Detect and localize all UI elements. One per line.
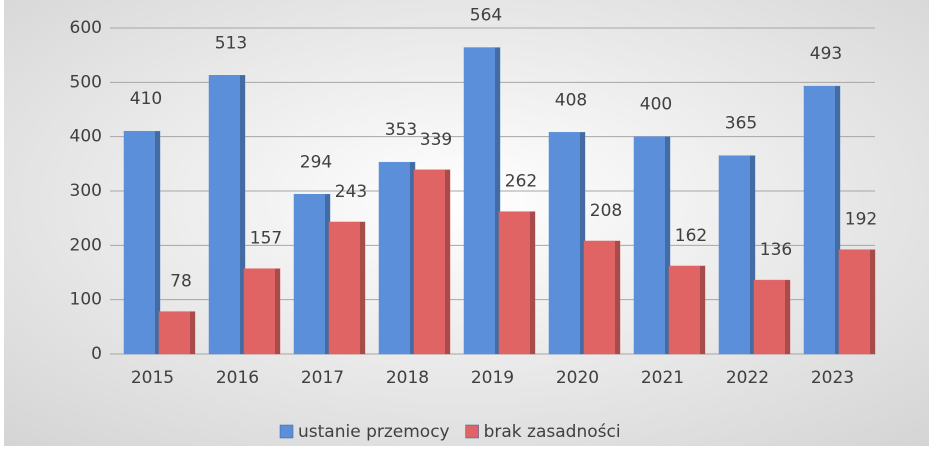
data-label: 262 <box>505 172 537 192</box>
bar <box>753 279 791 355</box>
data-label: 294 <box>300 152 332 172</box>
data-label: 410 <box>130 89 162 109</box>
y-tick-label: 500 <box>70 72 102 92</box>
y-tick-label: 600 <box>70 18 102 38</box>
data-label: 162 <box>675 226 707 246</box>
bar <box>803 85 841 355</box>
x-tick-label: 2020 <box>556 368 599 388</box>
bar <box>123 130 161 355</box>
bar-side <box>275 268 280 354</box>
bar <box>463 47 501 355</box>
bar <box>243 268 281 355</box>
y-tick-label: 0 <box>91 344 102 364</box>
y-tick-label: 400 <box>70 127 102 147</box>
data-label: 339 <box>420 130 452 150</box>
bar-side <box>580 132 585 354</box>
data-label: 78 <box>170 272 192 292</box>
y-tick-label: 200 <box>70 235 102 255</box>
bar-side <box>155 131 160 354</box>
x-tick-label: 2016 <box>216 368 259 388</box>
bar-side <box>410 162 415 354</box>
bar <box>633 136 671 355</box>
x-tick-label: 2022 <box>726 368 769 388</box>
bar-side <box>750 155 755 354</box>
legend-label: ustanie przemocy <box>298 422 450 442</box>
data-label: 192 <box>845 210 877 230</box>
data-label: 353 <box>385 120 417 140</box>
bar-side <box>445 169 450 354</box>
bar <box>328 221 366 355</box>
data-label: 157 <box>250 229 282 249</box>
data-label: 208 <box>590 201 622 221</box>
x-tick-label: 2019 <box>471 368 514 388</box>
y-tick-label: 300 <box>70 181 102 201</box>
bar <box>668 265 706 355</box>
data-label: 408 <box>555 90 587 110</box>
legend-swatch <box>279 424 294 439</box>
x-tick-label: 2015 <box>131 368 174 388</box>
bar-side <box>615 240 620 354</box>
bar <box>413 169 451 355</box>
bar-side <box>700 265 705 354</box>
x-tick-label: 2017 <box>301 368 344 388</box>
data-label: 564 <box>470 6 502 26</box>
data-label: 365 <box>725 114 757 134</box>
bar-side <box>495 47 500 355</box>
bar-side <box>325 194 330 354</box>
legend-swatch <box>465 424 479 439</box>
x-tick-label: 2018 <box>386 368 429 388</box>
x-tick-label: 2021 <box>641 368 684 388</box>
bar-side <box>870 249 875 354</box>
data-label: 493 <box>810 44 842 64</box>
y-tick-label: 100 <box>70 290 102 310</box>
x-tick-label: 2023 <box>811 368 854 388</box>
bar <box>583 240 621 355</box>
data-label: 513 <box>215 33 247 53</box>
bar-side <box>360 221 365 354</box>
bar <box>293 194 331 355</box>
bar <box>548 132 586 355</box>
bar <box>378 161 416 355</box>
data-label: 243 <box>335 182 367 202</box>
data-label: 136 <box>760 240 792 260</box>
data-label: 400 <box>640 95 672 115</box>
bar-side <box>530 211 535 354</box>
bar-side <box>785 280 790 354</box>
legend-label: brak zasadności <box>484 422 621 442</box>
bar-side <box>665 136 670 354</box>
bar <box>838 249 876 355</box>
bar-side <box>240 75 245 355</box>
bar <box>718 155 756 355</box>
bar <box>498 211 536 355</box>
bar <box>158 311 196 355</box>
bar-side <box>190 311 195 354</box>
bar-side <box>835 86 840 355</box>
bar <box>208 75 246 355</box>
